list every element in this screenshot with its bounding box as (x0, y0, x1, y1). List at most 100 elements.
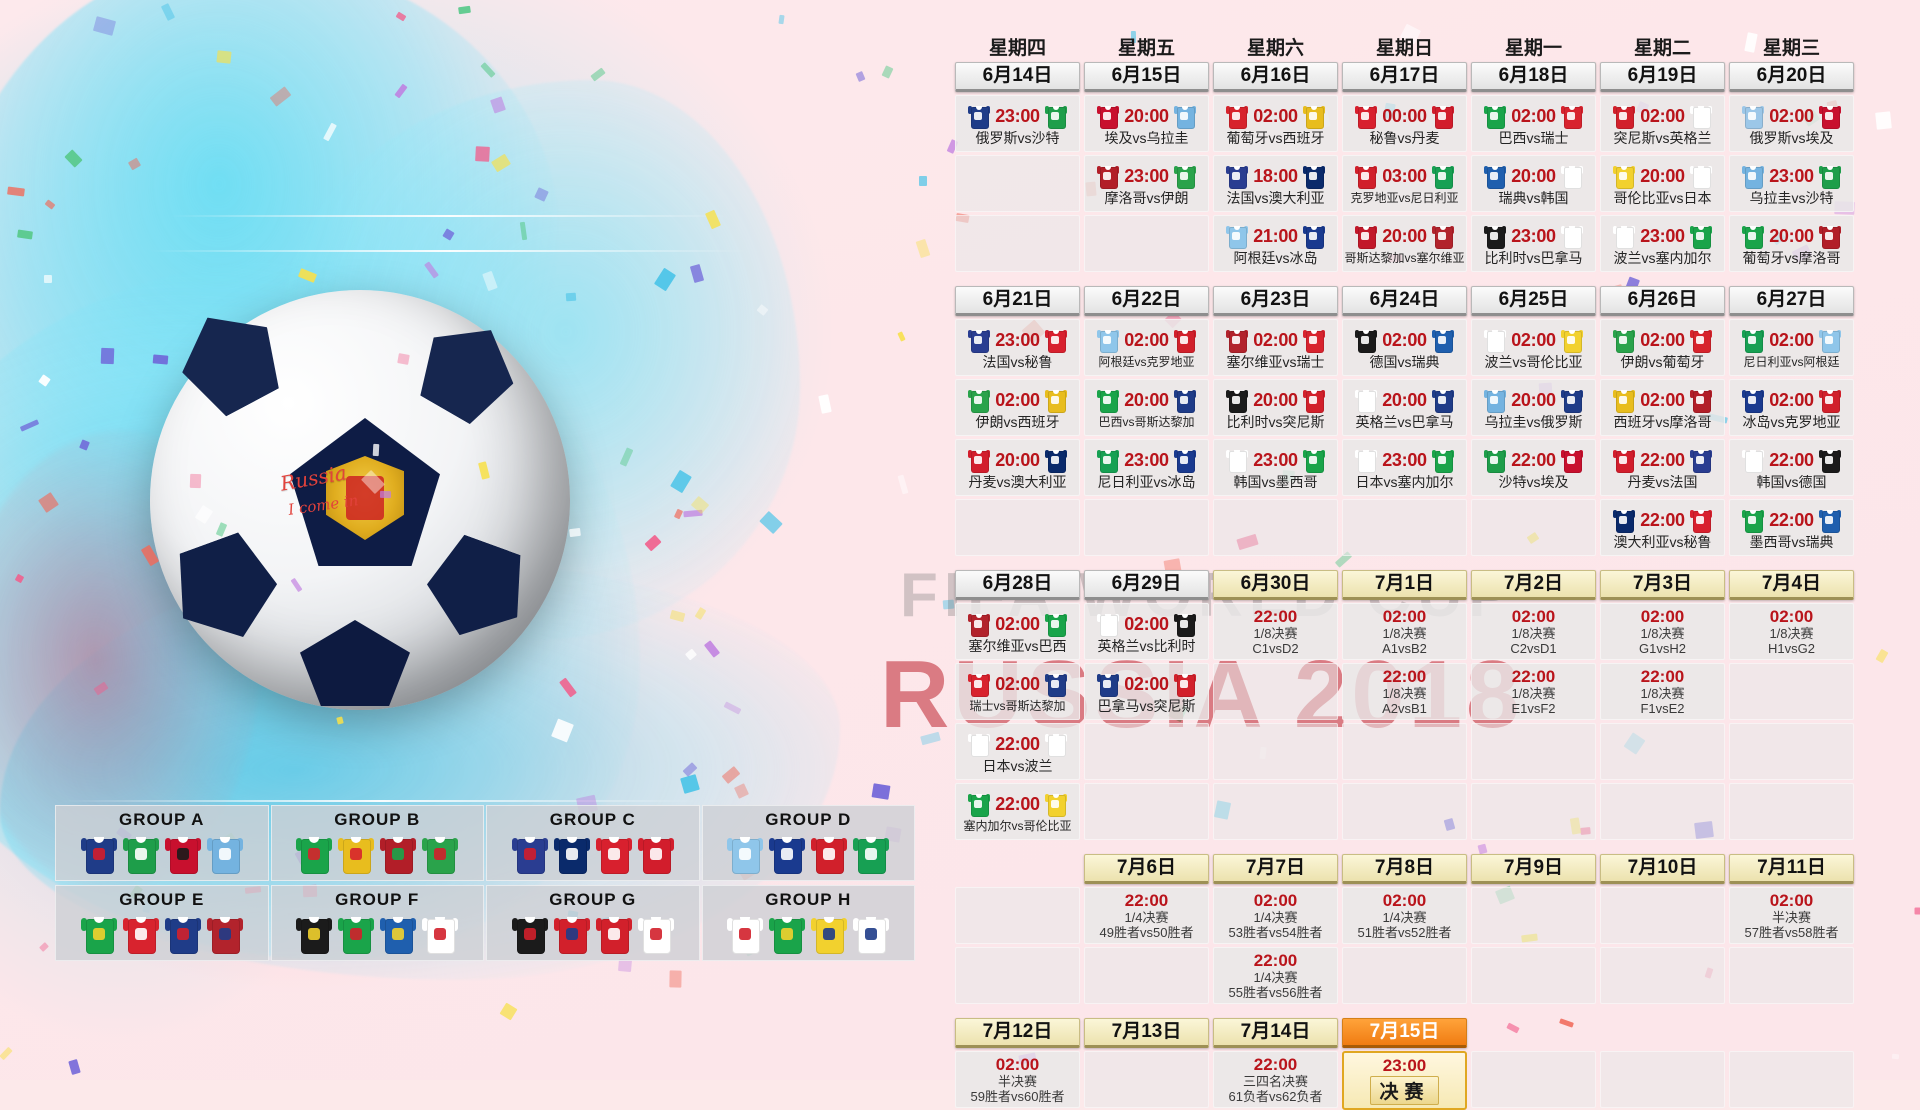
group-match-cell[interactable]: 02:00 巴拿马vs突尼斯 (1084, 663, 1209, 720)
group-match-cell[interactable]: 02:00 俄罗斯vs埃及 (1729, 95, 1854, 152)
group-match-cell[interactable]: 23:00 波兰vs塞内加尔 (1600, 215, 1725, 272)
date-label[interactable]: 6月15日 (1084, 62, 1209, 92)
date-label[interactable]: 6月21日 (955, 286, 1080, 316)
knockout-match-cell[interactable]: 02:00 1/8决赛 C2vsD1 (1471, 603, 1596, 660)
group-match-cell[interactable]: 02:00 塞尔维亚vs瑞士 (1213, 319, 1338, 376)
date-label[interactable]: 7月3日 (1600, 570, 1725, 600)
group-box[interactable]: GROUP B (270, 805, 484, 881)
date-label[interactable]: 6月19日 (1600, 62, 1725, 92)
group-box[interactable]: GROUP G (486, 885, 700, 961)
group-match-cell[interactable]: 02:00 葡萄牙vs西班牙 (1213, 95, 1338, 152)
date-label[interactable]: 6月17日 (1342, 62, 1467, 92)
date-label[interactable]: 7月12日 (955, 1018, 1080, 1048)
date-label[interactable]: 7月11日 (1729, 854, 1854, 884)
group-match-cell[interactable]: 21:00 阿根廷vs冰岛 (1213, 215, 1338, 272)
group-match-cell[interactable]: 02:00 西班牙vs摩洛哥 (1600, 379, 1725, 436)
group-match-cell[interactable]: 02:00 德国vs瑞典 (1342, 319, 1467, 376)
knockout-match-cell[interactable]: 02:00 半决赛 57胜者vs58胜者 (1729, 887, 1854, 944)
knockout-match-cell[interactable]: 22:00 1/4决赛 55胜者vs56胜者 (1213, 947, 1338, 1004)
group-match-cell[interactable]: 02:00 突尼斯vs英格兰 (1600, 95, 1725, 152)
group-match-cell[interactable]: 22:00 韩国vs德国 (1729, 439, 1854, 496)
group-match-cell[interactable]: 22:00 澳大利亚vs秘鲁 (1600, 499, 1725, 556)
date-label[interactable]: 7月1日 (1342, 570, 1467, 600)
group-box[interactable]: GROUP F (270, 885, 484, 961)
knockout-match-cell[interactable]: 02:00 1/8决赛 H1vsG2 (1729, 603, 1854, 660)
knockout-match-cell[interactable]: 02:00 1/4决赛 53胜者vs54胜者 (1213, 887, 1338, 944)
knockout-match-cell[interactable]: 02:00 1/4决赛 51胜者vs52胜者 (1342, 887, 1467, 944)
group-match-cell[interactable]: 20:00 巴西vs哥斯达黎加 (1084, 379, 1209, 436)
group-match-cell[interactable]: 20:00 英格兰vs巴拿马 (1342, 379, 1467, 436)
date-label[interactable]: 6月25日 (1471, 286, 1596, 316)
group-match-cell[interactable]: 02:00 瑞士vs哥斯达黎加 (955, 663, 1080, 720)
group-match-cell[interactable]: 20:00 瑞典vs韩国 (1471, 155, 1596, 212)
group-match-cell[interactable]: 23:00 俄罗斯vs沙特 (955, 95, 1080, 152)
date-label[interactable]: 6月29日 (1084, 570, 1209, 600)
knockout-match-cell[interactable]: 22:00 1/8决赛 A2vsB1 (1342, 663, 1467, 720)
date-label[interactable]: 6月26日 (1600, 286, 1725, 316)
group-match-cell[interactable]: 20:00 丹麦vs澳大利亚 (955, 439, 1080, 496)
group-match-cell[interactable]: 02:00 塞尔维亚vs巴西 (955, 603, 1080, 660)
group-match-cell[interactable]: 20:00 埃及vs乌拉圭 (1084, 95, 1209, 152)
group-match-cell[interactable]: 20:00 乌拉圭vs俄罗斯 (1471, 379, 1596, 436)
group-match-cell[interactable]: 02:00 伊朗vs西班牙 (955, 379, 1080, 436)
group-match-cell[interactable]: 02:00 阿根廷vs克罗地亚 (1084, 319, 1209, 376)
date-label[interactable]: 6月22日 (1084, 286, 1209, 316)
date-label[interactable]: 6月16日 (1213, 62, 1338, 92)
date-label[interactable]: 6月28日 (955, 570, 1080, 600)
group-match-cell[interactable]: 20:00 哥伦比亚vs日本 (1600, 155, 1725, 212)
group-match-cell[interactable]: 02:00 英格兰vs比利时 (1084, 603, 1209, 660)
group-match-cell[interactable]: 22:00 沙特vs埃及 (1471, 439, 1596, 496)
date-label[interactable]: 6月23日 (1213, 286, 1338, 316)
group-match-cell[interactable]: 23:00 尼日利亚vs冰岛 (1084, 439, 1209, 496)
group-box[interactable]: GROUP E (55, 885, 269, 961)
group-match-cell[interactable]: 00:00 秘鲁vs丹麦 (1342, 95, 1467, 152)
group-match-cell[interactable]: 23:00 比利时vs巴拿马 (1471, 215, 1596, 272)
date-label[interactable]: 7月7日 (1213, 854, 1338, 884)
group-match-cell[interactable]: 02:00 尼日利亚vs阿根廷 (1729, 319, 1854, 376)
group-match-cell[interactable]: 22:00 塞内加尔vs哥伦比亚 (955, 783, 1080, 840)
group-match-cell[interactable]: 02:00 冰岛vs克罗地亚 (1729, 379, 1854, 436)
group-match-cell[interactable]: 20:00 葡萄牙vs摩洛哥 (1729, 215, 1854, 272)
group-match-cell[interactable]: 23:00 韩国vs墨西哥 (1213, 439, 1338, 496)
date-label[interactable]: 7月2日 (1471, 570, 1596, 600)
group-match-cell[interactable]: 22:00 墨西哥vs瑞典 (1729, 499, 1854, 556)
group-match-cell[interactable]: 02:00 波兰vs哥伦比亚 (1471, 319, 1596, 376)
group-match-cell[interactable]: 23:00 日本vs塞内加尔 (1342, 439, 1467, 496)
group-match-cell[interactable]: 23:00 乌拉圭vs沙特 (1729, 155, 1854, 212)
date-label[interactable]: 7月8日 (1342, 854, 1467, 884)
group-match-cell[interactable]: 18:00 法国vs澳大利亚 (1213, 155, 1338, 212)
group-match-cell[interactable]: 23:00 摩洛哥vs伊朗 (1084, 155, 1209, 212)
date-label[interactable]: 6月30日 (1213, 570, 1338, 600)
knockout-match-cell[interactable]: 22:00 1/4决赛 49胜者vs50胜者 (1084, 887, 1209, 944)
knockout-match-cell[interactable]: 22:00 1/8决赛 E1vsF2 (1471, 663, 1596, 720)
date-label[interactable]: 6月24日 (1342, 286, 1467, 316)
date-label[interactable]: 7月15日 (1342, 1018, 1467, 1048)
group-match-cell[interactable]: 20:00 哥斯达黎加vs塞尔维亚 (1342, 215, 1467, 272)
group-match-cell[interactable]: 22:00 日本vs波兰 (955, 723, 1080, 780)
knockout-match-cell[interactable]: 02:00 1/8决赛 G1vsH2 (1600, 603, 1725, 660)
knockout-match-cell[interactable]: 22:00 1/8决赛 C1vsD2 (1213, 603, 1338, 660)
group-match-cell[interactable]: 22:00 丹麦vs法国 (1600, 439, 1725, 496)
group-match-cell[interactable]: 20:00 比利时vs突尼斯 (1213, 379, 1338, 436)
group-match-cell[interactable]: 03:00 克罗地亚vs尼日利亚 (1342, 155, 1467, 212)
date-label[interactable]: 7月9日 (1471, 854, 1596, 884)
date-label[interactable]: 6月14日 (955, 62, 1080, 92)
date-label[interactable]: 7月13日 (1084, 1018, 1209, 1048)
group-box[interactable]: GROUP H (701, 885, 915, 961)
date-label[interactable]: 6月20日 (1729, 62, 1854, 92)
group-box[interactable]: GROUP C (486, 805, 700, 881)
date-label[interactable]: 7月4日 (1729, 570, 1854, 600)
knockout-match-cell[interactable]: 22:00 1/8决赛 F1vsE2 (1600, 663, 1725, 720)
group-box[interactable]: GROUP A (55, 805, 269, 881)
final-match-cell[interactable]: 23:00 决赛 (1342, 1051, 1467, 1110)
group-box[interactable]: GROUP D (701, 805, 915, 881)
date-label[interactable]: 7月6日 (1084, 854, 1209, 884)
group-match-cell[interactable]: 02:00 伊朗vs葡萄牙 (1600, 319, 1725, 376)
date-label[interactable]: 6月18日 (1471, 62, 1596, 92)
date-label[interactable]: 7月14日 (1213, 1018, 1338, 1048)
group-match-cell[interactable]: 23:00 法国vs秘鲁 (955, 319, 1080, 376)
knockout-match-cell[interactable]: 02:00 1/8决赛 A1vsB2 (1342, 603, 1467, 660)
group-match-cell[interactable]: 02:00 巴西vs瑞士 (1471, 95, 1596, 152)
date-label[interactable]: 6月27日 (1729, 286, 1854, 316)
date-label[interactable]: 7月10日 (1600, 854, 1725, 884)
